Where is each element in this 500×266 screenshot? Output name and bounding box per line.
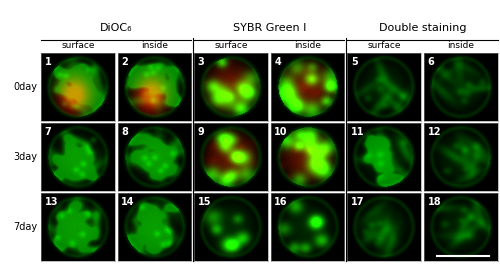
Text: inside: inside bbox=[294, 41, 321, 50]
Text: 11: 11 bbox=[351, 127, 364, 137]
Text: 3: 3 bbox=[198, 57, 204, 66]
Text: inside: inside bbox=[447, 41, 474, 50]
Text: 17: 17 bbox=[351, 197, 364, 207]
Text: 12: 12 bbox=[428, 127, 441, 137]
Text: 16: 16 bbox=[274, 197, 288, 207]
Text: surface: surface bbox=[368, 41, 401, 50]
Text: SYBR Green I: SYBR Green I bbox=[232, 23, 306, 33]
Text: inside: inside bbox=[141, 41, 168, 50]
Text: 14: 14 bbox=[122, 197, 135, 207]
Text: Double staining: Double staining bbox=[378, 23, 466, 33]
Text: surface: surface bbox=[61, 41, 94, 50]
Text: 1: 1 bbox=[44, 57, 52, 66]
Text: 0day: 0day bbox=[13, 82, 37, 92]
Text: 4: 4 bbox=[274, 57, 281, 66]
Text: 9: 9 bbox=[198, 127, 204, 137]
Text: 2: 2 bbox=[122, 57, 128, 66]
Text: 8: 8 bbox=[122, 127, 128, 137]
Text: 18: 18 bbox=[428, 197, 441, 207]
Text: 3day: 3day bbox=[13, 152, 37, 162]
Text: 7: 7 bbox=[44, 127, 52, 137]
Text: 6: 6 bbox=[428, 57, 434, 66]
Text: 15: 15 bbox=[198, 197, 211, 207]
Text: 7day: 7day bbox=[13, 222, 37, 232]
Text: DiOC₆: DiOC₆ bbox=[100, 23, 132, 33]
Text: 10: 10 bbox=[274, 127, 288, 137]
Text: surface: surface bbox=[214, 41, 248, 50]
Text: 5: 5 bbox=[351, 57, 358, 66]
Text: 13: 13 bbox=[44, 197, 58, 207]
